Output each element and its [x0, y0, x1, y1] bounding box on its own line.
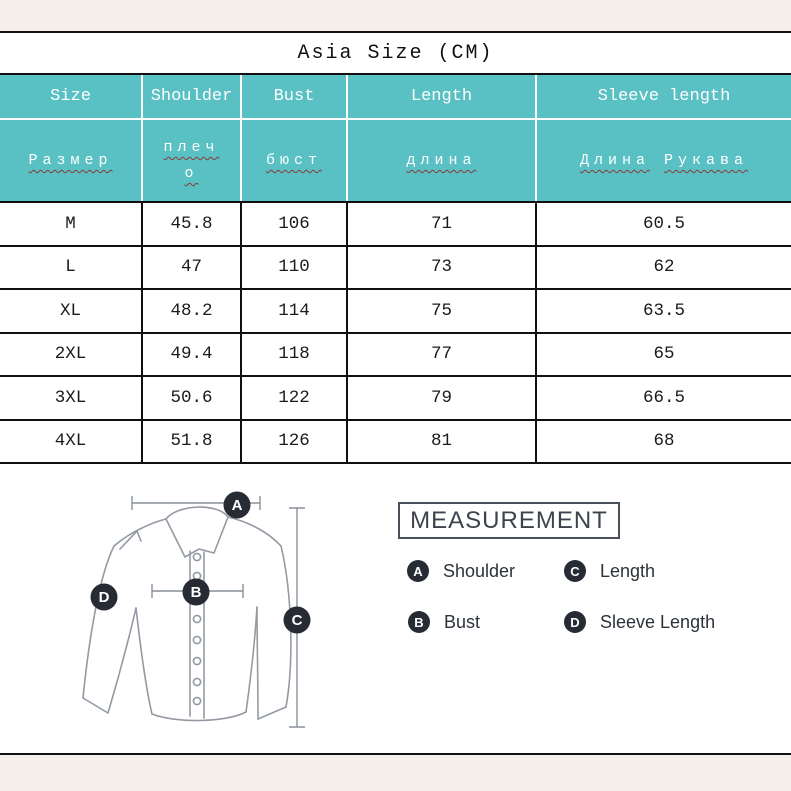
legend-item-shoulder: A Shoulder: [407, 560, 515, 582]
sleeve-cell: 62: [537, 246, 791, 290]
header-cell-size-ru: Размер: [0, 120, 143, 201]
russian-label-shoulder-line2: о: [184, 165, 199, 182]
legend-label-sleeve-length: Sleeve Length: [600, 611, 716, 632]
russian-label-length: длина: [406, 152, 477, 169]
shoulder-cell: 45.8: [143, 203, 242, 247]
length-cell: 73: [348, 246, 537, 290]
bust-cell: 110: [242, 246, 348, 290]
legend-label-bust: Bust: [444, 611, 481, 632]
table-row: 3XL 50.6 122 79 66.5: [0, 377, 791, 421]
header-cell-length: Length: [348, 75, 537, 118]
bust-cell: 118: [242, 333, 348, 377]
legend-label-length: Length: [600, 560, 656, 581]
header-cell-sleeve-length: Sleeve length: [597, 87, 731, 106]
header-cell-bust: Bust: [242, 75, 348, 118]
shoulder-cell: 51.8: [143, 420, 242, 464]
bust-cell: 126: [242, 420, 348, 464]
size-cell: M: [0, 203, 143, 247]
header-cell-shoulder: Shoulder: [143, 75, 242, 118]
header-cell-shoulder-ru: плеч о: [143, 120, 242, 201]
legend-a-badge-icon: A: [407, 560, 429, 582]
size-cell: 4XL: [0, 420, 143, 464]
sleeve-cell: 63.5: [537, 290, 791, 334]
shoulder-cell: 48.2: [143, 290, 242, 334]
size-cell: 3XL: [0, 377, 143, 421]
size-cell: L: [0, 246, 143, 290]
header-cell-bust-ru: бюст: [242, 120, 348, 201]
sleeve-cell: 68: [537, 420, 791, 464]
russian-label-bust: бюст: [265, 152, 322, 169]
shoulder-cell: 50.6: [143, 377, 242, 421]
table-header-row-english: Size Shoulder Bust Length Sleeve length: [0, 75, 791, 120]
length-cell: 75: [348, 290, 537, 334]
table-row: 4XL 51.8 126 81 68: [0, 420, 791, 464]
length-cell: 79: [348, 377, 537, 421]
bust-cell: 122: [242, 377, 348, 421]
russian-label-sleeve-word2: Рукава: [664, 152, 749, 169]
russian-label-shoulder-line1: плеч: [163, 139, 220, 156]
table-row: M 45.8 106 71 60.5: [0, 203, 791, 247]
table-row: 2XL 49.4 118 77 65: [0, 333, 791, 377]
bust-cell: 106: [242, 203, 348, 247]
shoulder-cell: 49.4: [143, 333, 242, 377]
table-title: Asia Size (CM): [0, 33, 791, 75]
bust-cell: 114: [242, 290, 348, 334]
legend-c-badge-icon: C: [564, 560, 586, 582]
sleeve-cell: 65: [537, 333, 791, 377]
table-header-row-russian: Размер плеч о бюст длина Длина Рукава: [0, 120, 791, 203]
legend-item-sleeve-length: D Sleeve Length: [564, 611, 715, 633]
table-row: XL 48.2 114 75 63.5: [0, 290, 791, 334]
size-cell: XL: [0, 290, 143, 334]
measurement-title-box: MEASUREMENT: [398, 502, 620, 539]
header-cell-size: Size: [0, 75, 143, 118]
header-cell-sleeve-ru: Длина Рукава: [537, 120, 791, 201]
sleeve-cell: 66.5: [537, 377, 791, 421]
legend-item-length: C Length: [564, 560, 655, 582]
header-cell-length-ru: длина: [348, 120, 537, 201]
shoulder-cell: 47: [143, 246, 242, 290]
size-cell: 2XL: [0, 333, 143, 377]
sleeve-cell: 60.5: [537, 203, 791, 247]
size-chart-sheet: Asia Size (CM) Size Shoulder Bust Length…: [0, 31, 791, 755]
table-row: L 47 110 73 62: [0, 246, 791, 290]
length-cell: 81: [348, 420, 537, 464]
legend-item-bust: B Bust: [408, 611, 480, 633]
legend-d-badge-icon: D: [564, 611, 586, 633]
legend-label-shoulder: Shoulder: [443, 560, 516, 581]
measurement-title: MEASUREMENT: [410, 506, 608, 534]
legend-b-badge-icon: B: [408, 611, 430, 633]
russian-label-size: Размер: [28, 152, 113, 169]
length-cell: 77: [348, 333, 537, 377]
length-cell: 71: [348, 203, 537, 247]
russian-label-sleeve-word1: Длина: [579, 152, 650, 169]
